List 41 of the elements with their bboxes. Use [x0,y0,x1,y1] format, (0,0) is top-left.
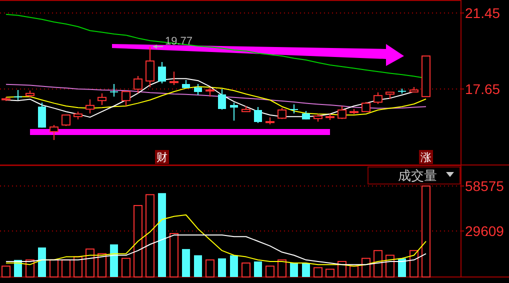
bar [386,254,394,278]
bar [314,267,322,278]
bar [158,193,166,277]
bar [266,266,274,278]
bar [182,249,190,277]
bar [254,261,262,277]
bar [110,244,118,277]
bar [146,194,154,278]
bar [218,258,226,277]
bar [98,253,106,278]
chart-title: 成交量 [398,168,437,184]
bar [62,259,70,278]
bar [206,259,214,278]
bar [374,250,382,278]
bar [362,258,370,278]
annotation: 涨 [420,151,432,164]
bar [170,233,178,278]
bar [230,255,238,277]
bar [350,266,358,278]
bar [290,263,298,277]
bar [302,263,310,277]
bar [398,258,406,277]
y-tick-label: 17.65 [465,81,500,97]
y-tick-label: 58575 [465,178,504,194]
bar [134,205,142,278]
bar [38,247,46,277]
bar [278,259,286,278]
bar [422,186,430,278]
bar [86,248,94,278]
bar [74,256,82,278]
bar [326,268,334,278]
annotation: 财 [156,151,168,164]
bar [194,255,202,277]
bar [122,258,130,278]
y-tick-label: 21.45 [465,5,500,21]
bar [2,266,10,278]
bar [338,260,346,278]
bar [410,250,418,278]
bar [242,262,250,278]
bar [50,259,58,278]
y-tick-label: 29609 [465,223,504,240]
